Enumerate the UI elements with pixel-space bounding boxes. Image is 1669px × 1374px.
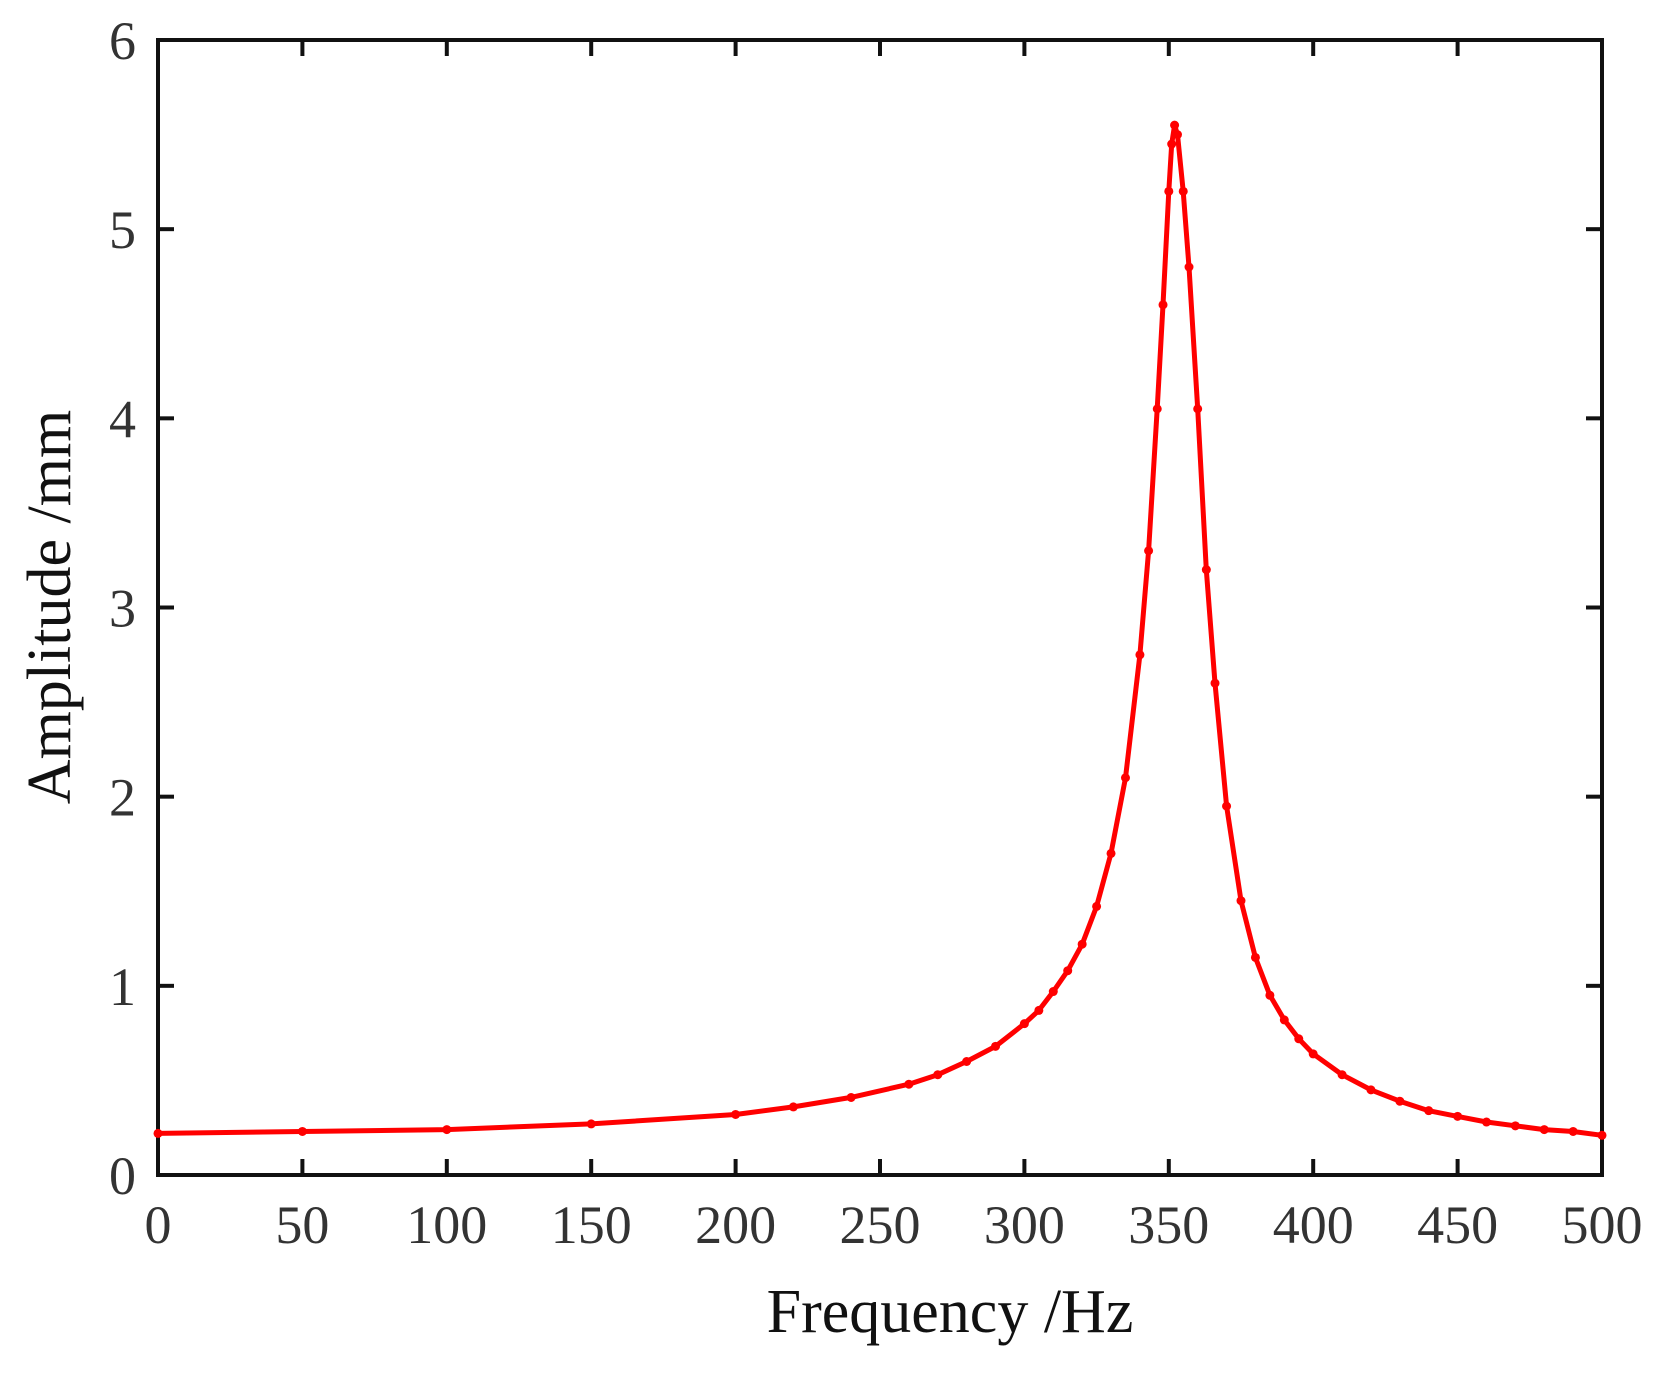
plot-frame xyxy=(156,38,1604,1177)
data-point xyxy=(1236,896,1246,906)
data-point xyxy=(1152,404,1162,414)
data-point xyxy=(1092,901,1102,911)
data-point xyxy=(1120,773,1130,783)
data-point xyxy=(1063,966,1073,976)
data-point xyxy=(1210,678,1220,688)
data-point xyxy=(1034,1005,1044,1015)
x-tick-label: 450 xyxy=(1417,1195,1498,1255)
series-layer xyxy=(153,120,1607,1140)
x-axis-label: Frequency /Hz xyxy=(767,1278,1134,1346)
x-tick-label: 300 xyxy=(984,1195,1065,1255)
data-point xyxy=(1597,1130,1607,1140)
data-point xyxy=(1510,1121,1520,1131)
data-point xyxy=(1539,1125,1549,1135)
data-point xyxy=(1193,404,1203,414)
x-tick-label: 0 xyxy=(145,1195,172,1255)
x-tick-label: 50 xyxy=(275,1195,329,1255)
data-point xyxy=(1481,1117,1491,1127)
data-point xyxy=(1048,987,1058,997)
data-point xyxy=(788,1102,798,1112)
y-axis-label: Amplitude /mm xyxy=(16,410,84,804)
data-point xyxy=(1366,1085,1376,1095)
data-point xyxy=(1265,990,1275,1000)
data-point xyxy=(153,1128,163,1138)
data-point xyxy=(1395,1096,1405,1106)
data-point xyxy=(1164,186,1174,196)
y-tick-label: 1 xyxy=(109,957,136,1017)
y-tick-label: 0 xyxy=(109,1146,136,1206)
data-point xyxy=(1279,1015,1289,1025)
data-point xyxy=(586,1119,596,1129)
data-point xyxy=(846,1092,856,1102)
x-tick-label: 500 xyxy=(1562,1195,1643,1255)
data-point xyxy=(1201,565,1211,575)
data-point xyxy=(1337,1070,1347,1080)
y-tick-label: 3 xyxy=(109,579,136,639)
data-point xyxy=(1453,1111,1463,1121)
data-point xyxy=(1106,848,1116,858)
y-tick-label: 4 xyxy=(109,389,136,449)
data-point xyxy=(1308,1049,1318,1059)
data-point xyxy=(1178,186,1188,196)
x-axis-ticks: 0 50 100 150 200 250 300 350 400 450 500 xyxy=(145,40,1643,1255)
y-tick-label: 5 xyxy=(109,200,136,260)
data-point xyxy=(297,1126,307,1136)
data-point xyxy=(1170,120,1180,130)
x-tick-label: 250 xyxy=(840,1195,921,1255)
data-point xyxy=(1184,262,1194,272)
x-tick-label: 150 xyxy=(551,1195,632,1255)
x-tick-label: 200 xyxy=(695,1195,776,1255)
data-point xyxy=(904,1079,914,1089)
data-point xyxy=(1135,650,1145,660)
data-point xyxy=(1172,130,1182,140)
data-point xyxy=(1250,952,1260,962)
data-point xyxy=(442,1125,452,1135)
y-tick-label: 6 xyxy=(109,11,136,71)
data-point xyxy=(1568,1126,1578,1136)
x-tick-label: 350 xyxy=(1128,1195,1209,1255)
x-tick-label: 400 xyxy=(1273,1195,1354,1255)
data-point xyxy=(962,1057,972,1066)
y-tick-label: 2 xyxy=(109,768,136,828)
x-tick-label: 100 xyxy=(406,1195,487,1255)
data-point xyxy=(1424,1106,1434,1116)
series-line xyxy=(155,122,1605,1138)
data-point xyxy=(731,1109,741,1119)
data-point xyxy=(1294,1034,1304,1044)
data-point xyxy=(991,1041,1001,1051)
data-point xyxy=(1077,939,1087,949)
data-point xyxy=(1144,546,1154,556)
data-point xyxy=(1167,139,1177,149)
y-axis-ticks: 0 1 2 3 4 5 6 xyxy=(109,11,1602,1206)
data-point xyxy=(1019,1019,1029,1029)
data-point xyxy=(1222,801,1232,811)
data-point xyxy=(933,1070,943,1080)
data-point xyxy=(1158,300,1168,310)
